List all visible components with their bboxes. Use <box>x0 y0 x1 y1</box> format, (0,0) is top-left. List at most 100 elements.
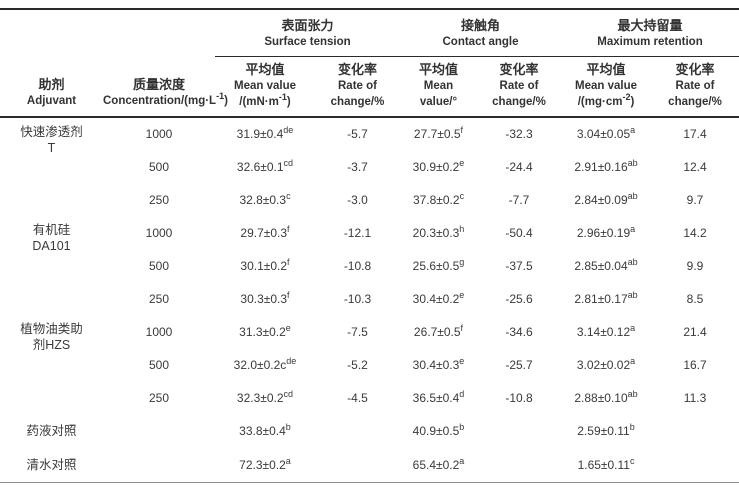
surface-mean-cell: 29.7±0.3f <box>240 223 290 240</box>
concentration-cell: 250 <box>148 291 170 306</box>
table-row: 植物油类助 剂HZS 1000 31.3±0.2e -7.5 26.7±0.5f -34.6… <box>0 315 739 352</box>
concentration-cell: 1000 <box>145 225 173 240</box>
sub-header-zh: 变化率 <box>337 62 377 78</box>
surface-rate-cell: -5.7 <box>347 127 368 141</box>
table-row: 500 32.6±0.1cd -3.7 30.9±0.2e -24.4 2.91±0.16… <box>0 150 739 183</box>
contact-rate-cell: -50.4 <box>505 225 533 240</box>
surface-mean-cell: 33.8±0.4b <box>239 422 291 439</box>
contact-mean-cell: 30.4±0.2e <box>412 289 465 306</box>
contact-rate-cell: -7.7 <box>508 192 530 207</box>
table-row: 500 30.1±0.2f -10.8 25.6±0.5g -37.5 2.85±0.04… <box>0 249 739 282</box>
retention-rate-cell: 9.7 <box>686 192 704 207</box>
contact-rate-cell: -25.6 <box>505 291 533 306</box>
adjuvant-label: 剂HZS <box>32 338 71 352</box>
surface-rate-cell: -4.5 <box>347 390 368 405</box>
contact-angle-group-zh: 接触角 <box>461 18 501 34</box>
contact-rate-cell: -32.3 <box>505 127 533 141</box>
sub-header-en1: Rate of <box>338 80 377 93</box>
table-header: 助剂 Adjuvant 质量浓度 Concentration/(mg·L-1) … <box>0 9 739 118</box>
adjuvant-label: 有机硅 <box>32 223 71 237</box>
adjuvant-header-en: Adjuvant <box>26 95 77 107</box>
table-row: 快速渗透剂 T 1000 31.9±0.4de -5.7 27.7±0.5f -32.3 3.… <box>0 117 739 155</box>
surface-rate-cell: -3.0 <box>347 192 368 207</box>
retention-mean-cell: 2.88±0.10ab <box>574 388 638 405</box>
retention-mean-cell: 2.96±0.19a <box>576 223 636 240</box>
retention-mean-cell: 3.14±0.12a <box>576 322 636 339</box>
sub-header-en2: change/% <box>330 96 385 109</box>
sub-header-zh: 平均值 <box>586 62 626 78</box>
retention-rate-cell: 8.5 <box>686 291 704 306</box>
surface-mean-cell: 32.6±0.1cd <box>236 157 294 174</box>
concentration-header-zh: 质量浓度 <box>132 77 185 92</box>
group-header-contact-angle: 接触角 Contact angle <box>400 9 562 57</box>
concentration-header-en: Concentration/(mg·L-1) <box>103 91 228 107</box>
adjuvant-label: T <box>47 141 56 155</box>
surface-mean-cell: 72.3±0.2a <box>215 448 315 483</box>
retention-rate-cell: 9.9 <box>686 258 704 273</box>
adjuvant-label: 清水对照 <box>26 457 77 472</box>
sub-header-row: 平均值 Mean value /(mN·m-1) 变化率 Rate of cha… <box>0 56 739 118</box>
adjuvant-effects-table: 助剂 Adjuvant 质量浓度 Concentration/(mg·L-1) … <box>0 8 739 483</box>
surface-mean-cell: 32.8±0.3c <box>239 190 291 207</box>
table-row: 250 32.8±0.3c -3.0 37.8±0.2c -7.7 2.84±0.09ab… <box>0 183 739 216</box>
retention-rate-cell: 14.2 <box>683 225 707 240</box>
retention-mean-cell: 3.04±0.05a <box>576 125 636 142</box>
table-row: 500 32.0±0.2cde -5.2 30.4±0.3e -25.7 3.02±0.0… <box>0 348 739 381</box>
table-row: 250 30.3±0.3f -10.3 30.4±0.2e -25.6 2.81±0.17… <box>0 282 739 315</box>
retention-rate-cell: 17.4 <box>683 127 707 141</box>
surface-rate-cell: -5.2 <box>347 357 368 372</box>
retention-mean-cell: 2.81±0.17ab <box>574 289 638 306</box>
surface-tension-group-zh: 表面张力 <box>281 18 334 34</box>
group-header-row: 助剂 Adjuvant 质量浓度 Concentration/(mg·L-1) … <box>0 9 739 118</box>
adjuvant-cell: 快速渗透剂 T <box>0 117 103 216</box>
group-header-surface-tension: 表面张力 Surface tension <box>215 9 400 57</box>
sub-header-en1: Mean <box>423 80 454 93</box>
contact-mean-cell: 30.4±0.3e <box>412 355 465 372</box>
retention-rate-cell: 12.4 <box>683 159 707 174</box>
concentration-cell: 250 <box>148 192 170 207</box>
sub-header-retention-mean: 平均值 Mean value /(mg·cm-2) <box>561 56 652 118</box>
contact-rate-cell: -10.8 <box>505 390 533 405</box>
sub-header-en1: Mean value <box>575 80 638 93</box>
surface-rate-cell: -10.8 <box>343 258 372 273</box>
contact-angle-group-en: Contact angle <box>442 36 519 49</box>
contact-rate-cell: -24.4 <box>505 159 533 174</box>
adjuvant-header-zh: 助剂 <box>38 77 65 92</box>
surface-mean-cell: 32.3±0.2cd <box>236 388 294 405</box>
surface-rate-cell: -7.5 <box>347 324 368 339</box>
contact-mean-cell: 37.8±0.2c <box>412 190 465 207</box>
surface-tension-group-en: Surface tension <box>264 36 351 49</box>
table-row: 250 32.3±0.2cd -4.5 36.5±0.4d -10.8 2.88±0.10… <box>0 381 739 414</box>
retention-mean-cell: 2.91±0.16ab <box>574 157 638 174</box>
concentration-cell <box>103 414 215 448</box>
surface-rate-cell <box>315 448 400 483</box>
sub-header-contact-rate: 变化率 Rate of change/% <box>477 56 562 118</box>
retention-mean-cell: 2.84±0.09ab <box>574 190 638 207</box>
sub-header-zh: 平均值 <box>418 62 458 78</box>
sub-header-en2: /(mN·m-1) <box>239 92 291 109</box>
contact-mean-cell: 65.4±0.2a <box>400 448 477 483</box>
contact-mean-cell: 25.6±0.5g <box>412 256 465 273</box>
sub-header-surface-mean: 平均值 Mean value /(mN·m-1) <box>215 56 315 118</box>
retention-mean-cell: 2.85±0.04ab <box>574 256 638 273</box>
sub-header-contact-mean: 平均值 Mean value/° <box>400 56 477 118</box>
concentration-cell: 250 <box>148 390 170 405</box>
table-body: 快速渗透剂 T 1000 31.9±0.4de -5.7 27.7±0.5f -32.3 3.… <box>0 117 739 483</box>
contact-rate-cell: -37.5 <box>505 258 533 273</box>
sub-header-en2: change/% <box>668 96 722 109</box>
retention-mean-cell: 2.59±0.11b <box>577 422 635 439</box>
retention-rate-cell: 11.3 <box>683 390 707 405</box>
adjuvant-cell: 植物油类助 剂HZS <box>0 315 103 414</box>
concentration-cell: 500 <box>148 258 170 273</box>
contact-rate-cell: -25.7 <box>505 357 533 372</box>
concentration-cell <box>103 448 215 483</box>
concentration-cell: 1000 <box>145 324 173 339</box>
retention-rate-cell <box>651 448 739 483</box>
adjuvant-cell: 有机硅 DA101 <box>0 216 103 315</box>
surface-rate-cell: -10.3 <box>343 291 372 306</box>
sub-header-en1: Mean value <box>234 80 296 93</box>
surface-mean-cell: 30.1±0.2f <box>240 256 290 273</box>
maximum-retention-group-zh: 最大持留量 <box>617 18 683 34</box>
sub-header-en2: value/° <box>419 96 458 109</box>
sub-header-en2: change/% <box>492 96 546 109</box>
